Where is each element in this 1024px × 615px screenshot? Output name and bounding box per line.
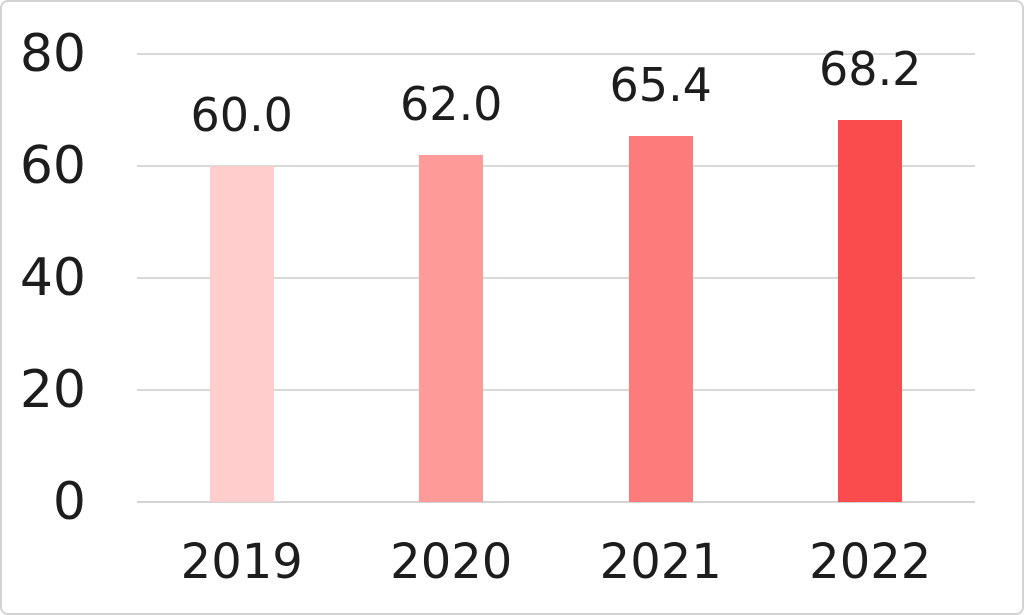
y-tick-label: 80 [19, 24, 86, 84]
bar-value-label: 60.0 [190, 88, 293, 142]
bar-2022 [838, 120, 903, 502]
bar-2020 [419, 154, 484, 502]
x-axis-line [137, 501, 975, 503]
bar-value-label: 65.4 [609, 57, 712, 112]
x-tick-label: 2020 [390, 534, 513, 590]
y-tick-label: 40 [19, 248, 86, 308]
gridline [137, 277, 975, 279]
x-tick-label: 2022 [809, 534, 932, 590]
bar-2019 [209, 166, 274, 502]
plot-area: 60.0 62.0 65.4 68.2 [137, 46, 975, 503]
x-tick-label: 2021 [599, 534, 722, 590]
bar-2021 [628, 135, 693, 502]
bar-value-label: 62.0 [400, 76, 503, 131]
y-tick-label: 20 [19, 360, 86, 420]
gridline [137, 389, 975, 391]
bar-value-label: 68.2 [819, 42, 922, 97]
x-tick-label: 2019 [180, 534, 303, 590]
y-tick-label: 0 [52, 472, 86, 532]
gridline [137, 53, 975, 55]
gridline [137, 165, 975, 167]
y-tick-label: 60 [19, 136, 86, 196]
